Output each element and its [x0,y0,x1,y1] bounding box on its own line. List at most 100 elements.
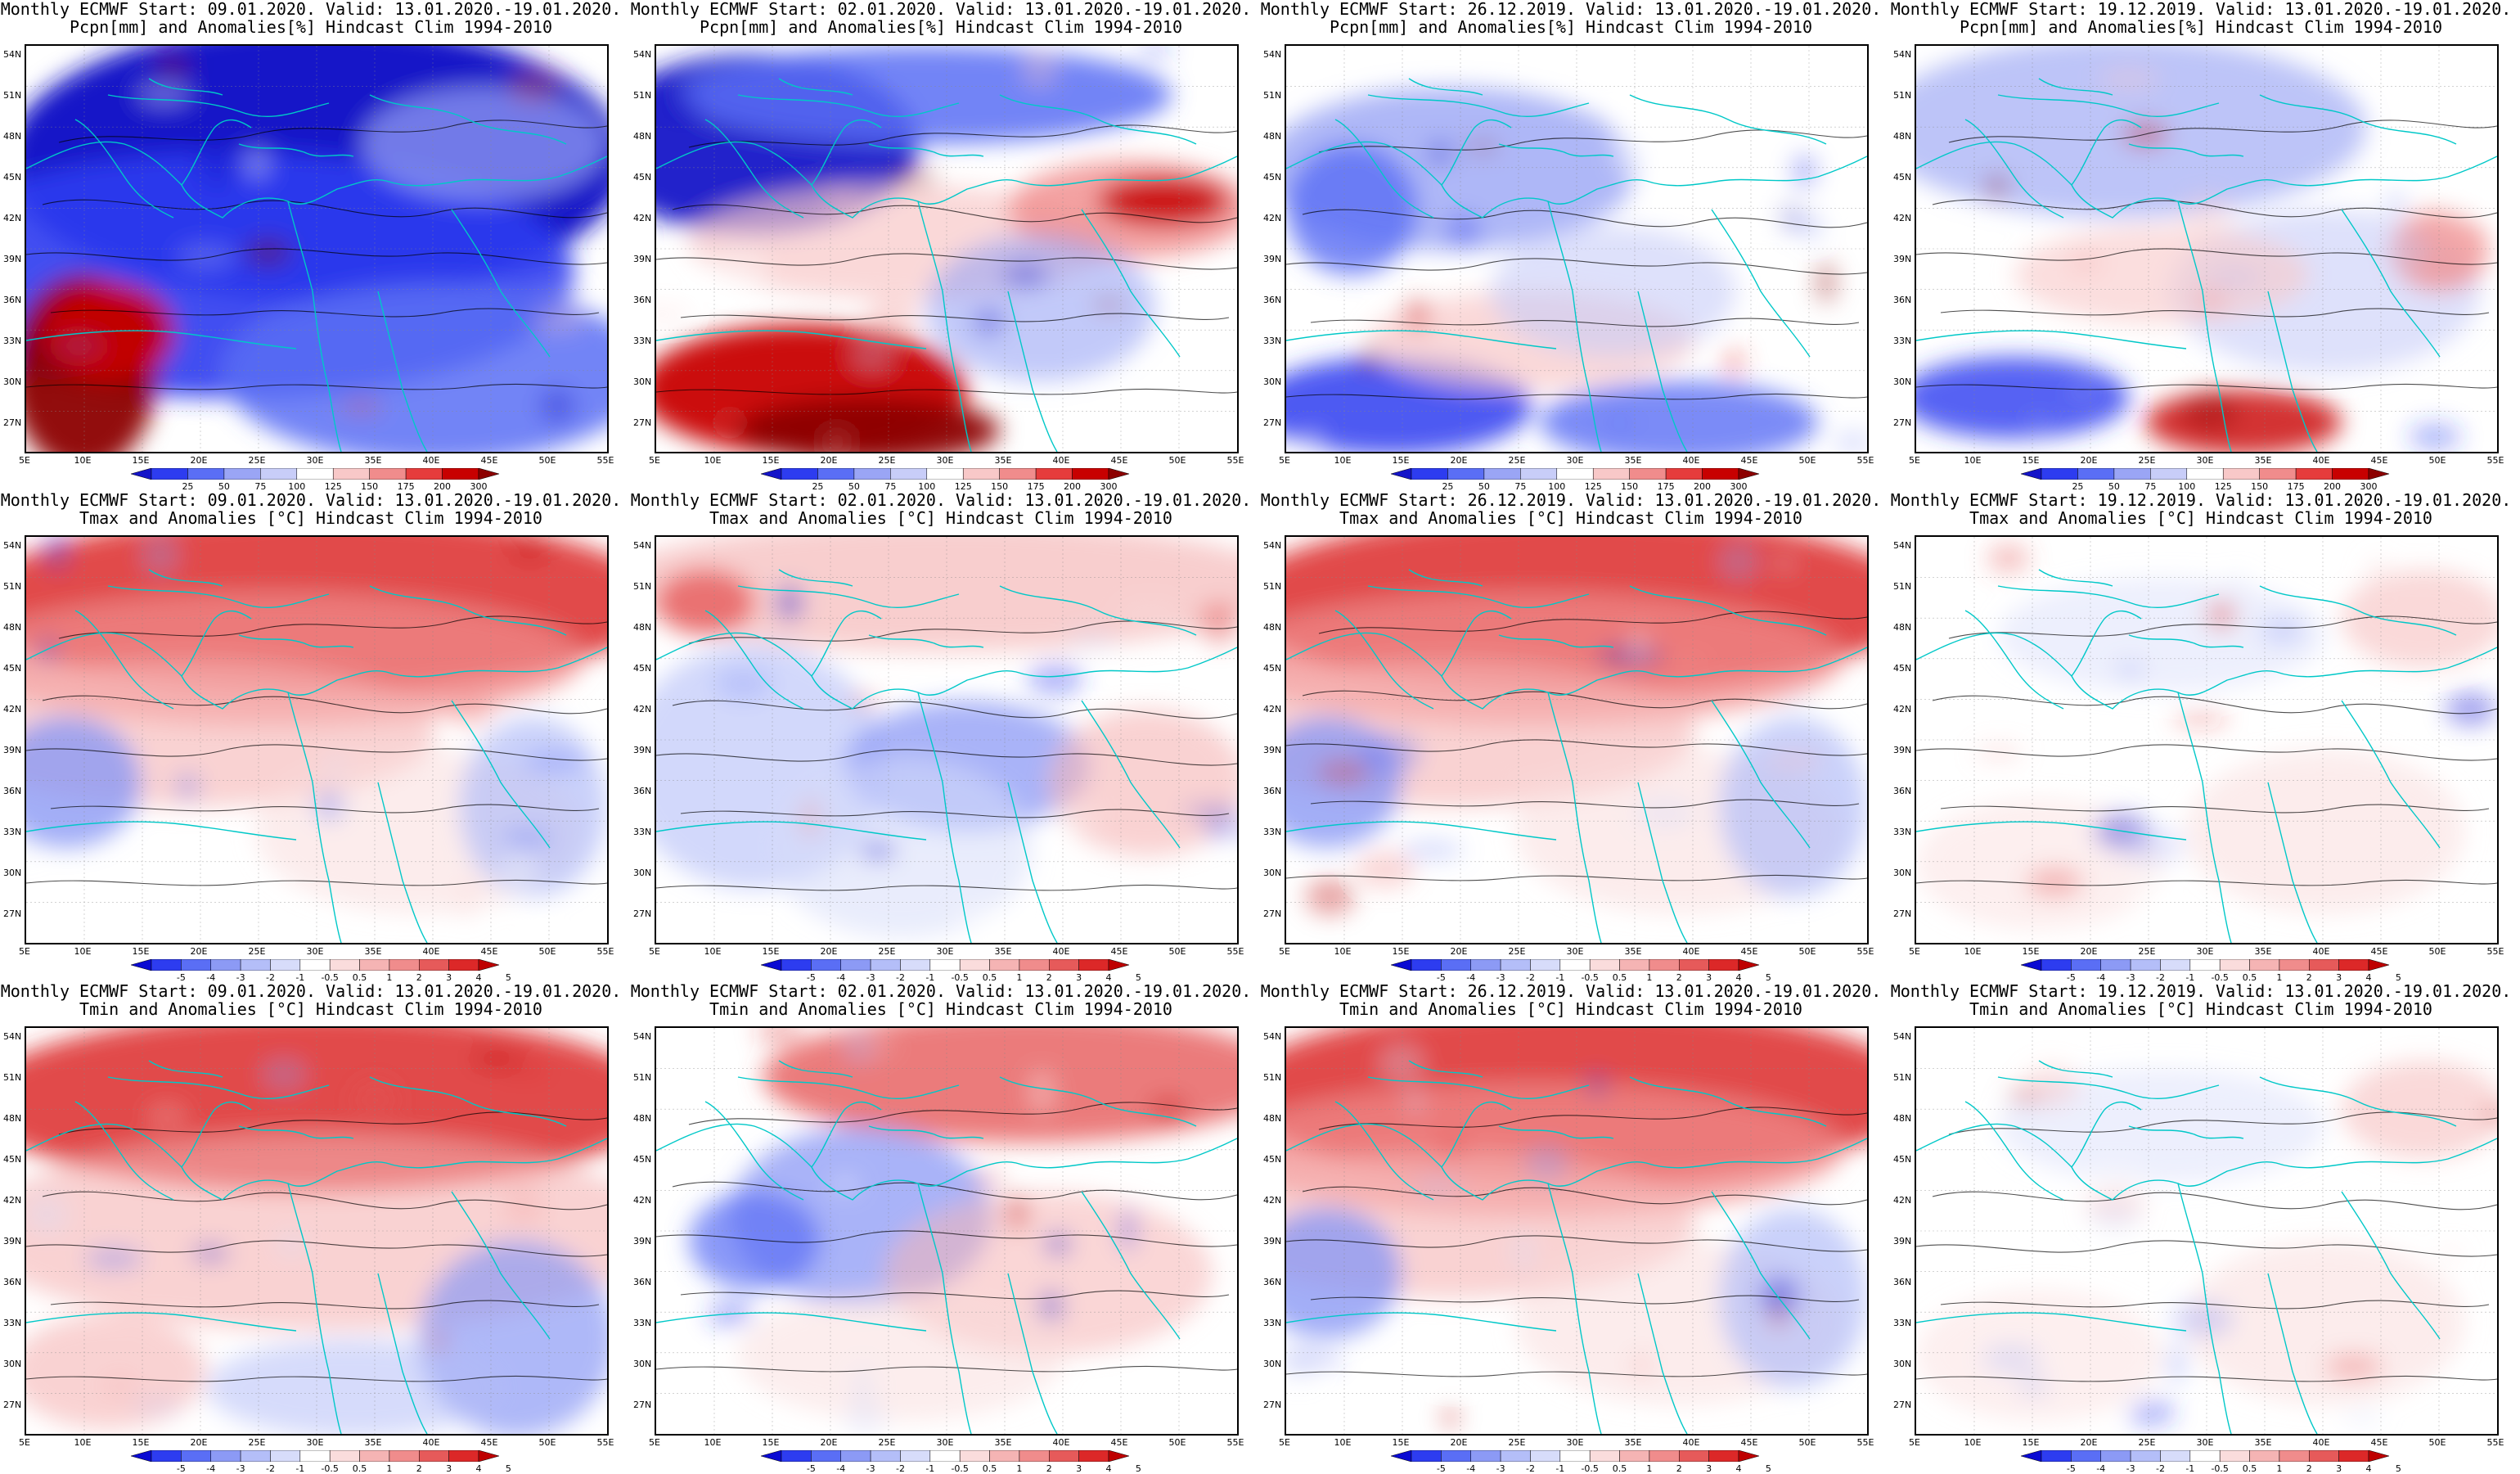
coastline [238,143,354,157]
anomaly-area [1664,654,1711,669]
coastline [107,1076,330,1099]
coastlines [656,78,1237,452]
colorbar-swatch [1441,1450,1471,1462]
anomaly-area [969,1171,1007,1188]
coastline [148,78,223,96]
panel-title-line1: Monthly ECMWF Start: 26.12.2019. Valid: … [1260,490,1882,510]
anomaly-area [2027,419,2051,432]
colorbar-label: -4 [206,972,216,983]
longitude-label: 10E [704,455,722,466]
colorbar-swatch [781,959,812,971]
colorbar-label: 100 [1548,481,1566,492]
latitude-label: 54N [1263,1031,1282,1042]
anomaly-area [1512,1231,1535,1273]
colorbar-swatch [2130,1450,2161,1462]
colorbar-swatch [1500,1450,1531,1462]
colorbar-swatch [959,1450,990,1462]
colorbar-label: 0.5 [982,972,997,983]
colorbar-label: -2 [1525,972,1535,983]
panel-title-line1: Monthly ECMWF Start: 26.12.2019. Valid: … [1260,981,1882,1001]
colorbar-label: 50 [218,481,230,492]
coastline [1629,1076,1827,1127]
latitude-label: 27N [1893,417,1912,428]
colorbar-label: 5 [1765,972,1771,983]
panel-title-line2: Pcpn[mm] and Anomalies[%] Hindcast Clim … [69,17,552,37]
longitude-label: 35E [364,1437,382,1448]
colorbar-swatch [240,959,271,971]
anomaly-area [1098,177,1229,226]
coastline [26,1312,297,1332]
contour-lines [1286,611,1867,881]
coastline [1408,569,1483,587]
latitude-label: 54N [633,1031,652,1042]
latitude-label: 30N [1263,1359,1282,1369]
longitude-label: 20E [190,455,208,466]
colorbar-swatch [240,1450,271,1462]
colorbar-swatch [448,959,479,971]
colorbar-label: 200 [434,481,452,492]
anomaly-area [2070,255,2101,270]
latitude-label: 48N [1263,1113,1282,1124]
colorbar-label: -1 [1555,972,1565,983]
coastline [1408,78,1483,96]
colorbar-swatch [2130,959,2161,971]
longitude-label: 5E [649,1437,660,1448]
latitude-label: 39N [1263,1236,1282,1246]
anomaly-map [1285,44,1869,453]
coastline [656,821,927,841]
colorbar-swatch [1035,468,1073,480]
colorbar-swatch [2071,1450,2101,1462]
map-panel: Monthly ECMWF Start: 02.01.2020. Valid: … [630,491,1260,983]
colorbar-label: 200 [2324,481,2342,492]
colorbar-label: 4 [1735,1463,1742,1474]
contour-line [1302,209,1867,228]
anomaly-area [101,1373,137,1399]
anomaly-area [1628,629,1649,665]
colorbar-label: 5 [2395,1463,2401,1474]
contour-line [1286,874,1867,881]
latitude-label: 33N [3,1318,22,1328]
coastline [1711,1191,1811,1340]
latitude-label: 45N [3,663,22,674]
panel-title-line1: Monthly ECMWF Start: 09.01.2020. Valid: … [0,490,622,510]
colorbar-swatch [2041,959,2072,971]
latitude-label: 42N [3,213,22,223]
anomaly-area [245,237,292,267]
coastline [148,1060,223,1078]
longitude-label: 50E [1168,946,1186,957]
latitude-label: 27N [633,417,652,428]
colorbar-label: 100 [918,481,936,492]
colorbar-swatch [419,1450,449,1462]
longitude-label: 30E [2196,1437,2214,1448]
colorbar-swatch [389,959,420,971]
colorbar-swatch [1649,1450,1680,1462]
contour-line [1932,199,2497,219]
colorbar-label: -5 [1436,1463,1446,1474]
contour-line [1286,258,1867,275]
colorbar-label: 300 [2360,481,2378,492]
anomaly-area [90,75,132,89]
coastline [1367,585,1590,608]
longitude-label: 20E [190,1437,208,1448]
coastlines [1286,1060,1867,1434]
anomaly-area [2172,712,2230,725]
colorbar-swatch [890,468,928,480]
anomaly-area [131,1400,183,1412]
anomaly-area [926,234,1155,381]
anomaly-area [2207,273,2262,283]
latitude-label: 33N [1893,1318,1912,1328]
longitude-label: 35E [2254,946,2272,957]
colorbar-swatch [1049,959,1079,971]
latitude-label: 30N [1893,376,1912,387]
colorbar-swatch [870,959,901,971]
longitude-label: 35E [364,455,382,466]
latitude-label: 45N [3,1154,22,1165]
anomaly-map [1285,535,1869,944]
contour-line [1932,1191,2497,1210]
latitude-label: 45N [1263,172,1282,183]
contour-line [1302,690,1867,710]
colorbar-swatch [781,468,818,480]
anomaly-area [1765,751,1824,769]
anomaly-area [830,1176,860,1193]
anomaly-area [26,1314,206,1429]
